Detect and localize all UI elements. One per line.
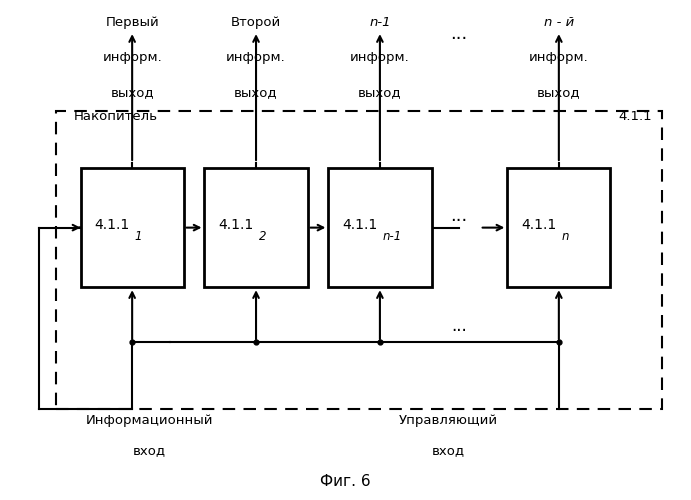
- Text: 4.1.1: 4.1.1: [218, 218, 254, 232]
- Text: информ.: информ.: [226, 51, 286, 64]
- Text: выход: выход: [537, 86, 580, 99]
- Text: 4.1.1: 4.1.1: [618, 110, 652, 123]
- Text: Фиг. 6: Фиг. 6: [320, 474, 371, 488]
- Text: 2: 2: [259, 230, 266, 243]
- Text: вход: вход: [133, 444, 166, 457]
- Text: Первый: Первый: [105, 16, 159, 30]
- Text: 4.1.1: 4.1.1: [521, 218, 556, 232]
- Text: Накопитель: Накопитель: [74, 110, 158, 123]
- Text: n: n: [562, 230, 569, 243]
- Text: n-1: n-1: [369, 16, 390, 30]
- Text: выход: выход: [234, 86, 278, 99]
- Text: выход: выход: [111, 86, 154, 99]
- Text: вход: вход: [432, 444, 465, 457]
- Text: ...: ...: [451, 24, 468, 42]
- Text: ...: ...: [451, 316, 467, 334]
- Text: n-1: n-1: [383, 230, 402, 243]
- Bar: [507, 168, 610, 288]
- Text: Второй: Второй: [231, 16, 281, 30]
- Text: 1: 1: [135, 230, 142, 243]
- Bar: [205, 168, 307, 288]
- Text: Информационный: Информационный: [86, 414, 213, 427]
- Bar: [328, 168, 431, 288]
- Text: 4.1.1: 4.1.1: [342, 218, 377, 232]
- Text: информ.: информ.: [102, 51, 162, 64]
- Text: 4.1.1: 4.1.1: [94, 218, 129, 232]
- Bar: [57, 111, 662, 409]
- Text: выход: выход: [358, 86, 401, 99]
- Text: Управляющий: Управляющий: [399, 414, 498, 427]
- Text: n - й: n - й: [544, 16, 574, 30]
- Text: информ.: информ.: [350, 51, 410, 64]
- Text: ...: ...: [451, 207, 468, 225]
- Text: информ.: информ.: [529, 51, 589, 64]
- Bar: [81, 168, 184, 288]
